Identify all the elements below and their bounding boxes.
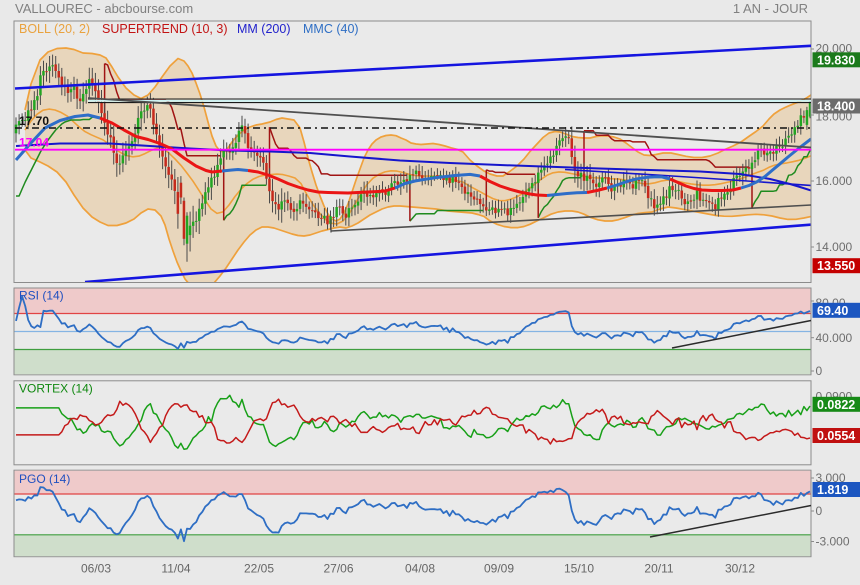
svg-text:17.70: 17.70 <box>19 114 49 128</box>
svg-text:17.04: 17.04 <box>19 136 49 150</box>
svg-text:27/06: 27/06 <box>323 562 353 576</box>
svg-text:VALLOUREC - abcbourse.com: VALLOUREC - abcbourse.com <box>15 1 193 16</box>
svg-text:69.40: 69.40 <box>817 304 848 318</box>
svg-text:09/09: 09/09 <box>484 562 514 576</box>
svg-text:22/05: 22/05 <box>244 562 274 576</box>
svg-text:-3.000: -3.000 <box>816 535 850 549</box>
svg-text:20/11: 20/11 <box>644 562 673 576</box>
svg-text:13.550: 13.550 <box>817 259 855 273</box>
svg-text:30/12: 30/12 <box>725 562 755 576</box>
svg-text:14.000: 14.000 <box>816 240 853 254</box>
svg-text:0: 0 <box>816 364 823 378</box>
svg-text:RSI (14): RSI (14) <box>19 289 64 303</box>
svg-text:04/08: 04/08 <box>405 562 435 576</box>
svg-text:PGO (14): PGO (14) <box>19 472 70 486</box>
svg-text:18.400: 18.400 <box>817 100 855 114</box>
svg-text:06/03: 06/03 <box>81 562 111 576</box>
svg-text:MMC (40): MMC (40) <box>303 22 359 36</box>
svg-text:0.0554: 0.0554 <box>817 429 855 443</box>
svg-text:19.830: 19.830 <box>817 53 855 67</box>
svg-text:0.0822: 0.0822 <box>817 398 855 412</box>
svg-text:MM (200): MM (200) <box>237 22 290 36</box>
svg-text:40.000: 40.000 <box>816 331 853 345</box>
svg-text:16.000: 16.000 <box>816 174 853 188</box>
svg-text:1 AN - JOUR: 1 AN - JOUR <box>733 1 808 16</box>
svg-text:15/10: 15/10 <box>564 562 594 576</box>
svg-text:11/04: 11/04 <box>161 562 190 576</box>
svg-text:0: 0 <box>816 504 823 518</box>
svg-text:VORTEX (14): VORTEX (14) <box>19 382 93 396</box>
svg-text:BOLL (20, 2): BOLL (20, 2) <box>19 22 90 36</box>
svg-text:SUPERTREND (10, 3): SUPERTREND (10, 3) <box>102 22 228 36</box>
svg-text:1.819: 1.819 <box>817 483 848 497</box>
